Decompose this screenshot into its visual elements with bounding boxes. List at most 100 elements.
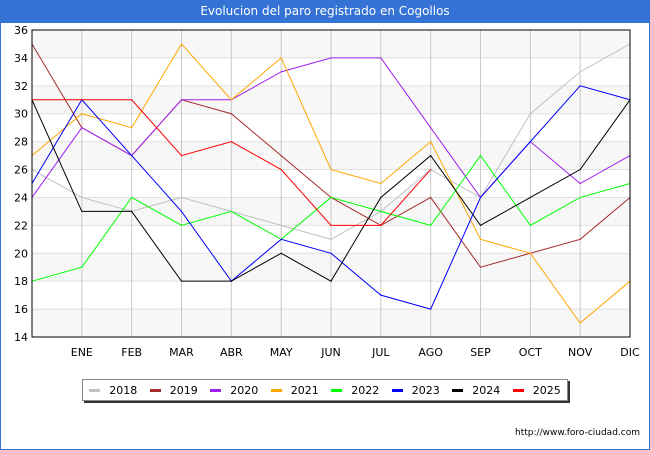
- data-point-2023: [131, 154, 133, 157]
- legend-label: 2023: [411, 383, 440, 397]
- y-tick-label: 18: [14, 275, 28, 288]
- y-tick-label: 22: [14, 219, 28, 232]
- data-point-2018: [579, 71, 581, 73]
- data-point-2022: [430, 224, 432, 226]
- data-point-2025: [280, 168, 282, 171]
- y-tick-label: 30: [14, 108, 28, 121]
- data-point-2021: [380, 182, 382, 185]
- y-tick-label: 14: [14, 331, 28, 344]
- y-tick-label: 32: [14, 80, 28, 93]
- data-point-2024: [280, 252, 282, 254]
- data-point-2020: [330, 57, 332, 59]
- data-point-2019: [230, 113, 232, 115]
- data-point-2024: [380, 196, 382, 199]
- y-tick-label: 34: [14, 52, 28, 65]
- data-point-2018: [330, 238, 332, 240]
- y-tick-label: 24: [14, 191, 28, 204]
- data-point-2024: [180, 280, 183, 282]
- data-point-2023: [529, 141, 531, 143]
- legend-swatch: [270, 388, 282, 392]
- x-tick-label: MAY: [270, 346, 293, 359]
- legend-label: 2025: [532, 383, 561, 397]
- legend-item: 2020: [210, 384, 258, 397]
- x-tick-label: MAR: [169, 346, 194, 359]
- data-point-2024: [330, 280, 332, 282]
- data-point-2025: [180, 154, 183, 157]
- legend-label: 2022: [351, 383, 380, 397]
- chart-title: Evolucion del paro registrado en Cogollo…: [0, 0, 650, 23]
- data-point-2024: [230, 280, 232, 282]
- data-point-2023: [180, 210, 183, 213]
- x-tick-label: SEP: [470, 346, 491, 359]
- x-tick-label: JUL: [371, 346, 390, 359]
- chart-legend: 2018 2019 2020 2021 2022 2023 2024 2025: [82, 379, 568, 401]
- data-point-2021: [529, 252, 531, 254]
- data-point-2021: [579, 322, 581, 324]
- y-tick-label: 20: [14, 247, 28, 260]
- data-point-2021: [230, 99, 232, 101]
- data-point-2022: [529, 224, 531, 226]
- legend-label: 2018: [109, 383, 138, 397]
- x-tick-label: ENE: [71, 346, 93, 359]
- data-point-2019: [430, 196, 432, 199]
- x-tick-label: FEB: [121, 346, 142, 359]
- y-tick-label: 28: [14, 136, 28, 149]
- x-tick-label: JUN: [320, 346, 341, 359]
- data-point-2021: [330, 168, 332, 171]
- legend-swatch: [331, 388, 343, 392]
- x-tick-label: DIC: [620, 346, 640, 359]
- data-point-2024: [479, 224, 482, 226]
- data-point-2022: [330, 196, 332, 199]
- legend-swatch: [512, 388, 524, 392]
- data-point-2025: [81, 99, 83, 101]
- x-tick-label: ABR: [220, 346, 243, 359]
- data-point-2022: [81, 266, 83, 268]
- data-point-2023: [380, 294, 382, 296]
- data-point-2023: [330, 252, 332, 254]
- legend-item: 2018: [89, 384, 137, 397]
- data-point-2024: [529, 196, 531, 199]
- legend-item: 2024: [452, 384, 500, 397]
- data-point-2021: [131, 127, 133, 129]
- legend-item: 2023: [391, 383, 440, 397]
- data-point-2020: [380, 57, 382, 59]
- data-point-2021: [81, 113, 83, 115]
- data-point-2020: [180, 99, 183, 101]
- data-point-2022: [479, 154, 482, 157]
- legend-swatch: [149, 388, 161, 392]
- legend-swatch: [89, 388, 101, 392]
- data-point-2025: [330, 224, 332, 226]
- data-point-2018: [529, 113, 531, 115]
- data-point-2022: [180, 224, 183, 226]
- data-point-2020: [430, 127, 432, 129]
- plot-border: [31, 29, 631, 338]
- data-point-2019: [479, 266, 482, 268]
- legend-item: 2019: [149, 384, 198, 397]
- legend-label: 2024: [472, 383, 501, 397]
- y-tick-label: 26: [14, 164, 28, 177]
- legend-swatch: [210, 388, 222, 392]
- data-point-2021: [430, 141, 432, 143]
- data-point-2024: [81, 210, 83, 213]
- source-url: http://www.foro-ciudad.com: [515, 428, 640, 438]
- x-tick-label: AGO: [418, 346, 443, 359]
- data-point-2020: [81, 127, 83, 129]
- x-tick-label: OCT: [519, 346, 542, 359]
- legend-label: 2021: [290, 383, 319, 397]
- data-point-2025: [131, 99, 133, 101]
- legend-label: 2020: [230, 383, 259, 397]
- data-point-2023: [280, 238, 282, 240]
- data-point-2018: [81, 196, 83, 199]
- x-tick-label: NOV: [568, 346, 593, 359]
- data-point-2021: [280, 57, 282, 59]
- data-point-2023: [479, 196, 482, 199]
- legend-swatch: [452, 388, 464, 392]
- data-point-2021: [479, 238, 482, 240]
- y-tick-label: 36: [14, 24, 28, 37]
- data-point-2023: [430, 308, 432, 310]
- data-point-2019: [579, 238, 581, 240]
- data-point-2020: [280, 71, 282, 73]
- data-point-2024: [579, 168, 581, 171]
- legend-item: 2021: [270, 383, 319, 397]
